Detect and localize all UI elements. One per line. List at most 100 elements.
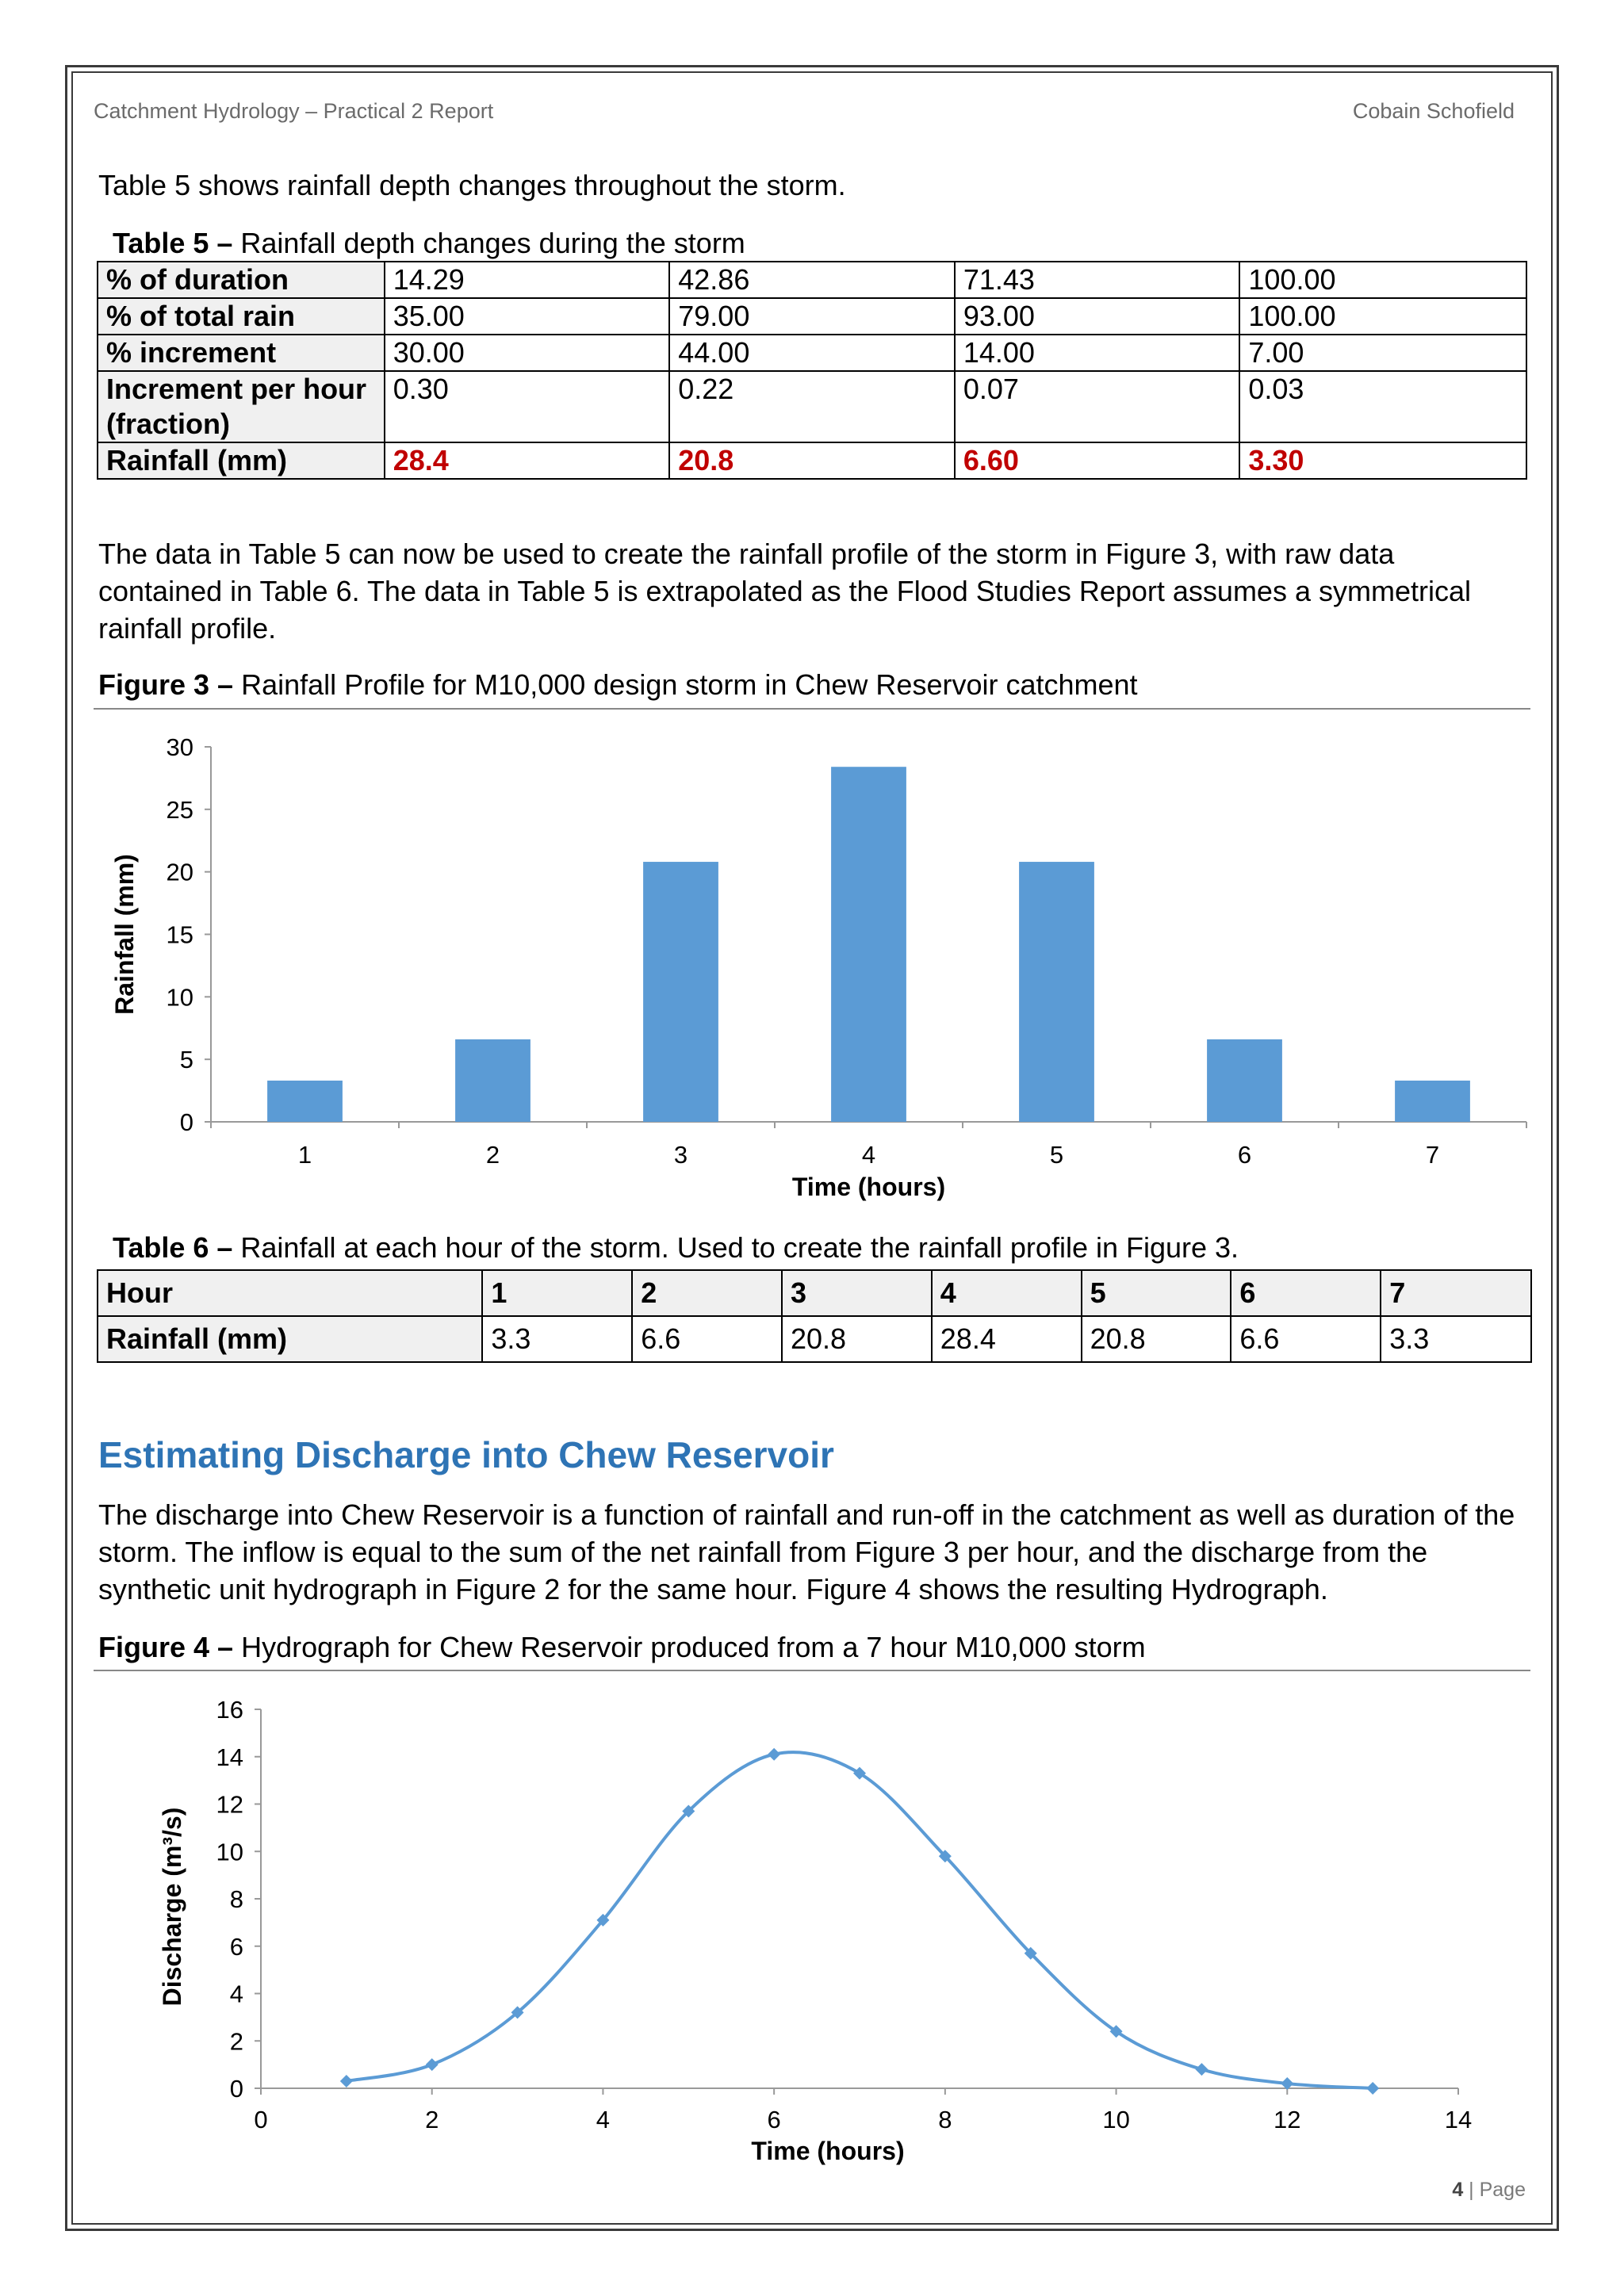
table5-cell: 0.22 bbox=[668, 370, 956, 443]
bar bbox=[1019, 862, 1094, 1122]
table5-cell: 44.00 bbox=[668, 334, 956, 372]
x-tick-label: 14 bbox=[1445, 2106, 1472, 2133]
y-tick-label: 6 bbox=[230, 1933, 243, 1961]
data-point-marker bbox=[1109, 2025, 1123, 2038]
x-tick-label: 1 bbox=[298, 1141, 312, 1169]
bar bbox=[1395, 1080, 1470, 1122]
section-heading: Estimating Discharge into Chew Reservoir bbox=[98, 1434, 834, 1475]
figure3-caption: Figure 3 – Rainfall Profile for M10,000 … bbox=[98, 668, 1138, 701]
bar bbox=[831, 767, 906, 1122]
x-tick-label: 5 bbox=[1050, 1141, 1063, 1169]
table5-cell: 93.00 bbox=[953, 297, 1241, 335]
table5-cell: 6.60 bbox=[953, 442, 1241, 480]
intro-paragraph: Table 5 shows rainfall depth changes thr… bbox=[98, 169, 846, 201]
table6-hour-cell: 3 bbox=[780, 1269, 933, 1317]
table6-hour-cell: 1 bbox=[481, 1269, 634, 1317]
table5-row: Rainfall (mm) 28.4 20.8 6.60 3.30 bbox=[97, 442, 1527, 480]
table5-row-label: Rainfall (mm) bbox=[97, 442, 385, 480]
table6-value-cell: 3.3 bbox=[481, 1315, 634, 1363]
data-point-marker bbox=[596, 1913, 610, 1927]
table6-caption: Table 6 – Rainfall at each hour of the s… bbox=[113, 1231, 1239, 1264]
data-point-marker bbox=[339, 2075, 353, 2088]
y-tick-label: 10 bbox=[216, 1838, 243, 1866]
y-tick-label: 5 bbox=[180, 1046, 193, 1073]
figure4-line-chart: 0 2 4 6 8 10 12 14 16 0 2 4 6 8 10 12 14 Time (hours) Disc… bbox=[158, 1696, 1472, 2165]
bar bbox=[455, 1039, 530, 1122]
page-footer: 4 | Page bbox=[1452, 2179, 1526, 2201]
data-point-marker bbox=[1024, 1946, 1037, 1960]
table5-cell: 0.03 bbox=[1239, 370, 1527, 443]
table5-row: % of total rain 35.00 79.00 93.00 100.00 bbox=[97, 297, 1527, 335]
bar bbox=[1207, 1039, 1282, 1122]
table6-hour-cell: 2 bbox=[631, 1269, 783, 1317]
y-tick-label: 16 bbox=[216, 1696, 243, 1724]
table6-hour-cell: 7 bbox=[1380, 1269, 1532, 1317]
table5-cell: 79.00 bbox=[668, 297, 956, 335]
table5-cell: 35.00 bbox=[383, 297, 671, 335]
x-tick-label: 2 bbox=[486, 1141, 500, 1169]
y-tick-label: 12 bbox=[216, 1791, 243, 1819]
data-point-marker bbox=[1366, 2082, 1380, 2095]
x-tick-label: 6 bbox=[1238, 1141, 1251, 1169]
y-tick-label: 0 bbox=[180, 1108, 193, 1136]
x-tick-label: 10 bbox=[1102, 2106, 1129, 2133]
table5-cell: 20.8 bbox=[668, 442, 956, 480]
x-tick-label: 4 bbox=[862, 1141, 875, 1169]
x-tick-label: 0 bbox=[254, 2106, 267, 2133]
y-tick-label: 25 bbox=[167, 796, 193, 824]
figure3-caption-rule bbox=[94, 708, 1530, 710]
table5-row-label: Increment per hour (fraction) bbox=[97, 370, 385, 443]
table5-row: % increment 30.00 44.00 14.00 7.00 bbox=[97, 334, 1527, 372]
x-tick-label: 6 bbox=[768, 2106, 781, 2133]
table5-row: % of duration 14.29 42.86 71.43 100.00 bbox=[97, 261, 1527, 299]
x-tick-label: 7 bbox=[1426, 1141, 1439, 1169]
table5-row-label: % increment bbox=[97, 334, 385, 372]
table6-header-label: Hour bbox=[96, 1269, 484, 1317]
table6-hour-cell: 5 bbox=[1080, 1269, 1232, 1317]
table6-hour-cell: 4 bbox=[930, 1269, 1082, 1317]
header-author: Cobain Schofield bbox=[1352, 99, 1515, 123]
y-tick-label: 0 bbox=[230, 2075, 243, 2103]
table5-cell: 0.07 bbox=[953, 370, 1241, 443]
data-point-marker bbox=[511, 2006, 524, 2019]
data-point-marker bbox=[425, 2058, 439, 2072]
paragraph-figure3-intro: The data in Table 5 can now be used to c… bbox=[98, 538, 1471, 645]
table5-cell: 3.30 bbox=[1239, 442, 1527, 480]
x-axis-title: Time (hours) bbox=[751, 2137, 904, 2165]
data-point-marker bbox=[682, 1804, 695, 1818]
paragraph-discharge: The discharge into Chew Reservoir is a f… bbox=[98, 1498, 1515, 1605]
table6-value-row: Rainfall (mm) 3.3 6.6 20.8 28.4 20.8 6.6 3.3 bbox=[96, 1315, 1532, 1363]
table6-row-label: Rainfall (mm) bbox=[96, 1315, 484, 1363]
table5: % of duration 14.29 42.86 71.43 100.00% of t… bbox=[97, 261, 1527, 480]
x-tick-label: 4 bbox=[596, 2106, 610, 2133]
table5-caption: Table 5 – Rainfall depth changes during … bbox=[113, 227, 745, 259]
table6-header-row: Hour 1 2 3 4 5 6 7 bbox=[96, 1269, 1532, 1317]
figure4-caption-rule bbox=[94, 1670, 1530, 1671]
bar bbox=[267, 1080, 343, 1122]
data-point-marker bbox=[853, 1766, 866, 1780]
table6-value-cell: 20.8 bbox=[780, 1315, 933, 1363]
figure4-caption: Figure 4 – Hydrograph for Chew Reservoir… bbox=[98, 1631, 1146, 1663]
data-point-marker bbox=[768, 1747, 781, 1761]
table5-cell: 42.86 bbox=[668, 261, 956, 299]
data-point-marker bbox=[938, 1850, 952, 1863]
table5-row-label: % of duration bbox=[97, 261, 385, 299]
figure3-bar-chart: 0 5 10 15 20 25 30 1 2 3 4 5 6 7 Time (hours) Rainfall … bbox=[110, 733, 1527, 1201]
table5-cell: 14.00 bbox=[953, 334, 1241, 372]
table5-cell: 7.00 bbox=[1239, 334, 1527, 372]
table5-cell: 28.4 bbox=[383, 442, 671, 480]
table5-row: Increment per hour (fraction) 0.30 0.22 0.0… bbox=[97, 370, 1527, 443]
table6-value-cell: 28.4 bbox=[930, 1315, 1082, 1363]
x-axis-title: Time (hours) bbox=[792, 1173, 945, 1201]
y-tick-label: 14 bbox=[216, 1743, 243, 1771]
data-point-marker bbox=[1281, 2077, 1294, 2091]
table5-row-label: % of total rain bbox=[97, 297, 385, 335]
table5-cell: 100.00 bbox=[1239, 297, 1527, 335]
bar bbox=[643, 862, 718, 1122]
y-tick-label: 20 bbox=[167, 859, 193, 886]
y-tick-label: 4 bbox=[230, 1980, 243, 2008]
table6-value-cell: 3.3 bbox=[1380, 1315, 1532, 1363]
table6: Hour 1 2 3 4 5 6 7 Rainfall (mm) 3.3 6.6 20.8 28.4 20… bbox=[96, 1269, 1532, 1363]
table5-cell: 14.29 bbox=[383, 261, 671, 299]
table5-cell: 30.00 bbox=[383, 334, 671, 372]
